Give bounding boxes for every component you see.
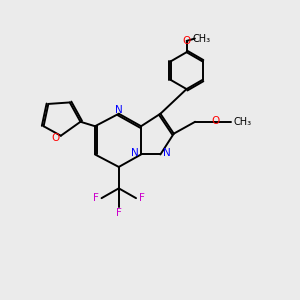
Text: CH₃: CH₃ — [192, 34, 211, 44]
Text: F: F — [93, 193, 98, 203]
Text: O: O — [182, 36, 191, 46]
Text: O: O — [51, 133, 60, 142]
Text: O: O — [211, 116, 220, 126]
Text: N: N — [163, 148, 171, 158]
Text: CH₃: CH₃ — [233, 117, 251, 127]
Text: F: F — [139, 193, 145, 203]
Text: N: N — [115, 105, 123, 115]
Text: F: F — [116, 208, 122, 218]
Text: N: N — [131, 148, 138, 158]
